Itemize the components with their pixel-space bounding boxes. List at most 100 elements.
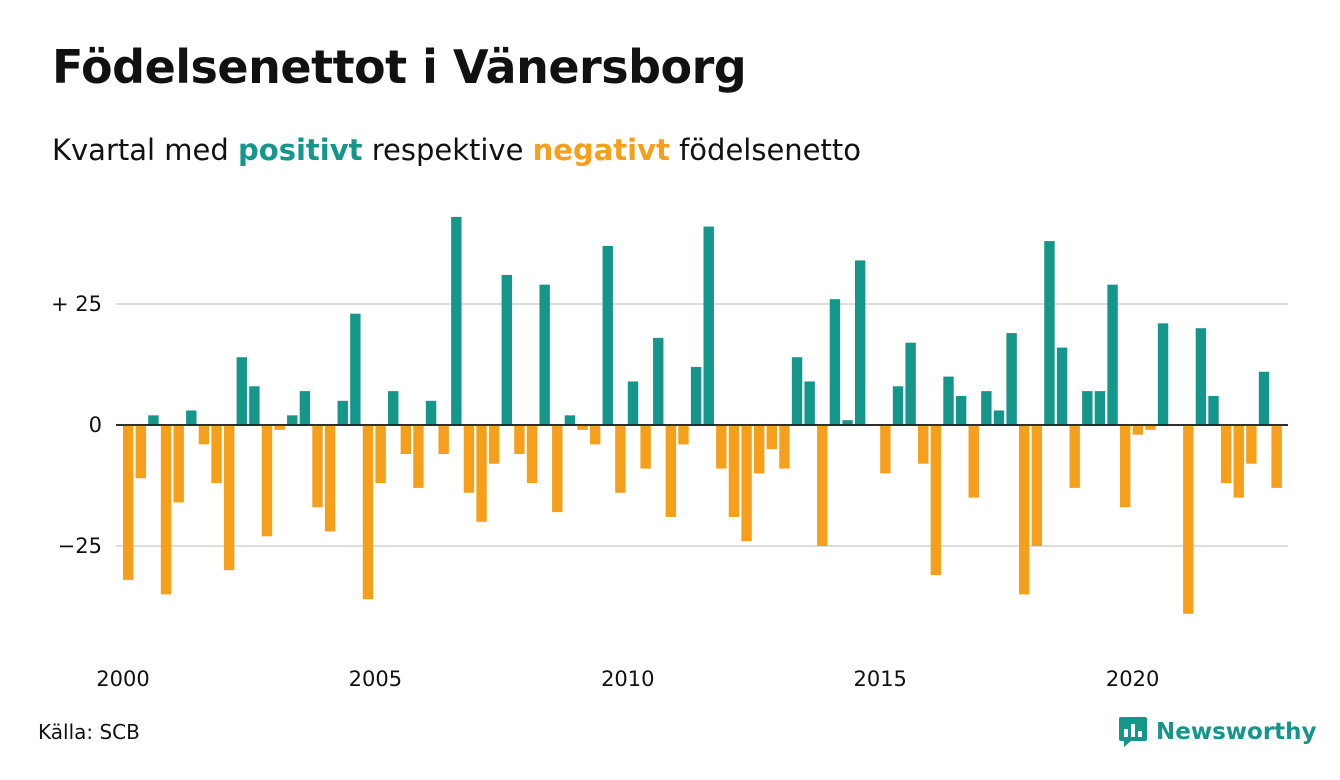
bar-positive <box>1208 395 1219 425</box>
bar-positive <box>564 415 576 425</box>
bar-negative <box>552 425 563 513</box>
bar-negative <box>741 425 752 542</box>
bar-negative <box>918 425 929 464</box>
subtitle-suffix: födelsenetto <box>679 133 861 167</box>
bar-negative <box>880 425 891 474</box>
bar-negative <box>716 425 727 469</box>
bar-negative <box>211 425 222 484</box>
bar-positive <box>602 245 613 425</box>
bar-positive <box>299 391 311 425</box>
bar-negative <box>640 425 651 469</box>
x-axis-labels: 2000 2005 2010 2015 2020 <box>96 667 1159 691</box>
bar-negative <box>1031 425 1043 546</box>
bar-negative <box>312 425 323 508</box>
bar-negative <box>577 425 588 430</box>
bar-negative <box>615 425 626 493</box>
bar-positive <box>287 415 298 425</box>
bar-negative <box>400 425 412 455</box>
bar-negative <box>514 425 525 455</box>
bar-negative <box>526 425 538 484</box>
bar-positive <box>1094 391 1106 425</box>
bar-positive <box>892 386 904 425</box>
subtitle-negative-word: negativt <box>532 133 670 167</box>
bar-positive <box>236 357 247 425</box>
bars <box>116 216 1288 614</box>
chart-subtitle: Kvartal med positivt respektive negativt… <box>52 133 861 167</box>
bar-positive <box>1107 284 1118 425</box>
chart-title: Födelsenettot i Vänersborg <box>52 40 747 94</box>
bar-positive <box>804 381 815 425</box>
bar-negative <box>324 425 336 532</box>
bar-negative <box>476 425 487 522</box>
bar-positive <box>337 400 348 425</box>
bar-negative <box>1233 425 1244 498</box>
bar-negative <box>728 425 740 517</box>
bar-negative <box>766 425 778 450</box>
brand-name: Newsworthy <box>1156 719 1317 745</box>
bar-negative <box>488 425 500 464</box>
bar-positive <box>690 366 702 425</box>
bar-positive <box>249 386 260 425</box>
x-tick-label: 2000 <box>96 667 149 691</box>
bar-positive <box>1157 323 1169 425</box>
bar-positive <box>703 226 714 425</box>
bar-positive <box>388 391 399 425</box>
bar-positive <box>1056 347 1068 425</box>
bar-negative <box>362 425 374 600</box>
bar-negative <box>160 425 172 595</box>
bar-positive <box>829 299 841 425</box>
bar-negative <box>779 425 790 469</box>
bar-negative <box>198 425 210 445</box>
bar-negative <box>173 425 184 503</box>
bar-negative <box>1019 425 1030 595</box>
bar-negative <box>274 425 285 430</box>
y-tick-label: −25 <box>58 534 102 558</box>
bar-negative <box>261 425 273 537</box>
x-tick-label: 2005 <box>349 667 402 691</box>
bar-negative <box>1132 425 1143 435</box>
subtitle-prefix: Kvartal med <box>52 133 229 167</box>
bar-positive <box>627 381 639 425</box>
bar-positive <box>539 284 550 425</box>
bar-negative <box>223 425 235 571</box>
x-tick-label: 2015 <box>853 667 906 691</box>
bar-negative <box>665 425 677 517</box>
bar-positive <box>1258 371 1270 425</box>
bar-positive <box>943 376 954 425</box>
bar-positive <box>425 400 437 425</box>
bar-positive <box>791 357 803 425</box>
bar-positive <box>451 216 462 425</box>
bar-negative <box>1119 425 1131 508</box>
bar-positive <box>993 410 1005 425</box>
y-tick-label: 0 <box>89 413 102 437</box>
bar-negative <box>1220 425 1232 484</box>
bar-positive <box>501 274 512 425</box>
y-tick-label: + 25 <box>51 292 102 316</box>
x-tick-label: 2010 <box>601 667 654 691</box>
bar-positive <box>981 391 992 425</box>
source-note: Källa: SCB <box>38 720 140 744</box>
subtitle-positive-word: positivt <box>238 133 363 167</box>
bar-negative <box>1069 425 1080 488</box>
bar-positive <box>842 420 853 425</box>
bar-negative <box>930 425 942 576</box>
subtitle-middle: respektive <box>371 133 524 167</box>
bar-positive <box>148 415 159 425</box>
bar-negative <box>589 425 601 445</box>
bar-positive <box>350 313 361 425</box>
brand-logo: Newsworthy <box>1118 714 1317 750</box>
bar-positive <box>854 260 866 425</box>
bar-negative <box>375 425 386 484</box>
bar-negative <box>463 425 475 493</box>
bar-positive <box>905 342 916 425</box>
bar-positive <box>653 337 664 425</box>
bar-negative <box>1246 425 1257 464</box>
bar-positive <box>1044 241 1055 425</box>
bar-negative <box>1271 425 1282 488</box>
bar-negative <box>968 425 979 498</box>
bar-negative <box>413 425 424 488</box>
bar-negative <box>754 425 765 474</box>
bar-negative <box>1183 425 1194 614</box>
bar-positive <box>1082 391 1093 425</box>
